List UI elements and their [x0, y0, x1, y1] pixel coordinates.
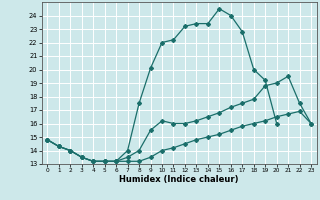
- X-axis label: Humidex (Indice chaleur): Humidex (Indice chaleur): [119, 175, 239, 184]
